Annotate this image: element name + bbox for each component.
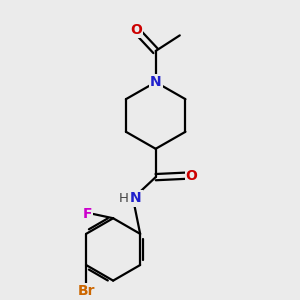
Text: N: N (150, 75, 161, 89)
Text: F: F (83, 207, 92, 221)
Text: O: O (186, 169, 198, 183)
Text: O: O (130, 23, 142, 37)
Text: H: H (119, 192, 129, 205)
Text: N: N (130, 191, 142, 206)
Text: Br: Br (77, 284, 95, 298)
